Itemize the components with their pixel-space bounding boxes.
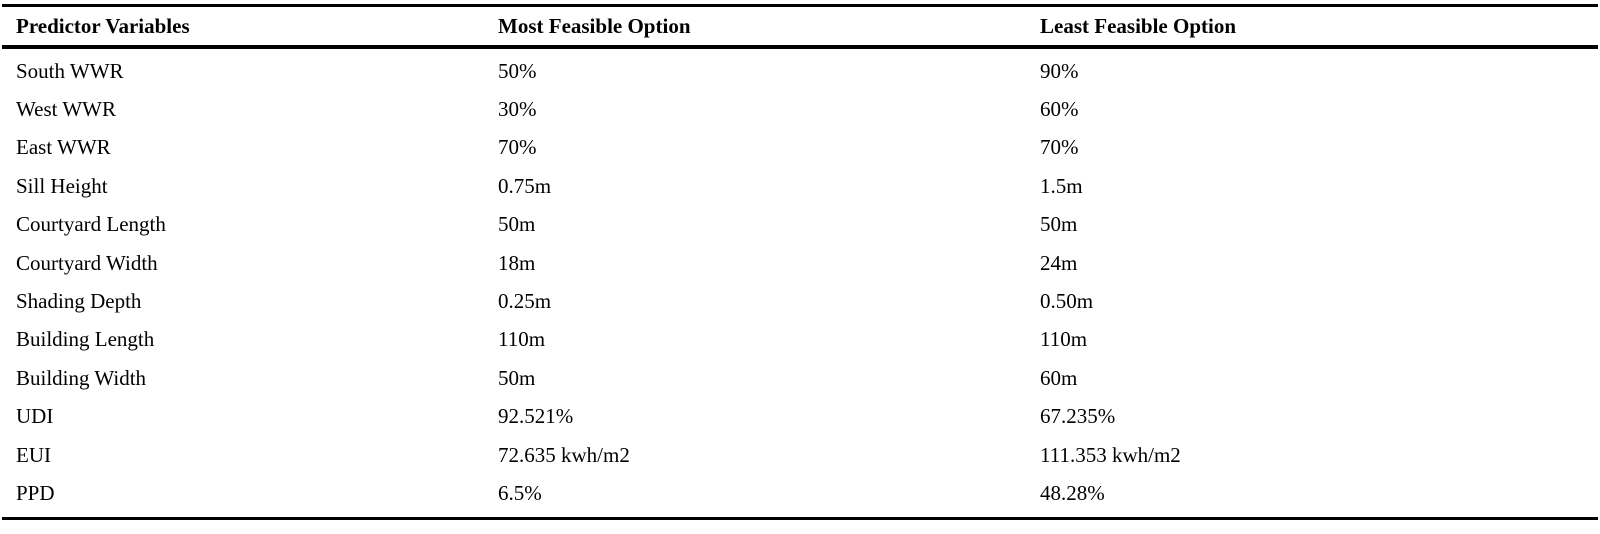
header-predictor-variables: Predictor Variables [16, 13, 190, 38]
table-row: South WWR 50% 90% [2, 52, 1598, 90]
cell-most-feasible: 0.75m [498, 173, 552, 198]
cell-most-feasible: 70% [498, 135, 537, 160]
cell-variable: Courtyard Width [16, 250, 158, 275]
cell-least-feasible: 24m [1040, 250, 1078, 275]
cell-least-feasible: 60% [1040, 97, 1079, 122]
header-rule [2, 45, 1598, 49]
cell-least-feasible: 111.353 kwh/m2 [1040, 442, 1181, 467]
cell-variable: West WWR [16, 97, 116, 122]
cell-most-feasible: 110m [498, 327, 546, 352]
cell-least-feasible: 0.50m [1040, 289, 1094, 314]
cell-least-feasible: 67.235% [1040, 404, 1116, 429]
table-row: Shading Depth 0.25m 0.50m [2, 282, 1598, 320]
table-body: South WWR 50% 90% West WWR 30% 60% East … [2, 49, 1598, 513]
cell-most-feasible: 50m [498, 212, 536, 237]
cell-least-feasible: 50m [1040, 212, 1078, 237]
cell-most-feasible: 18m [498, 250, 536, 275]
table-row: UDI 92.521% 67.235% [2, 398, 1598, 436]
cell-variable: PPD [16, 480, 55, 505]
cell-variable: East WWR [16, 135, 111, 160]
cell-least-feasible: 90% [1040, 58, 1079, 83]
cell-most-feasible: 50% [498, 58, 537, 83]
table-row: PPD 6.5% 48.28% [2, 474, 1598, 512]
cell-variable: Building Width [16, 365, 147, 390]
table-row: Courtyard Width 18m 24m [2, 244, 1598, 282]
header-row: Predictor Variables Most Feasible Option… [2, 7, 1598, 45]
table-row: EUI 72.635 kwh/m2 111.353 kwh/m2 [2, 436, 1598, 474]
cell-variable: EUI [16, 442, 51, 467]
bottom-rule [2, 516, 1598, 520]
cell-least-feasible: 60m [1040, 365, 1078, 390]
cell-least-feasible: 70% [1040, 135, 1079, 160]
cell-least-feasible: 110m [1040, 327, 1088, 352]
top-rule [2, 4, 1598, 7]
table-row: West WWR 30% 60% [2, 90, 1598, 128]
cell-variable: UDI [16, 404, 54, 429]
cell-most-feasible: 30% [498, 97, 537, 122]
cell-variable: South WWR [16, 58, 124, 83]
table-row: Sill Height 0.75m 1.5m [2, 167, 1598, 205]
data-table: Predictor Variables Most Feasible Option… [2, 4, 1598, 520]
cell-most-feasible: 0.25m [498, 289, 552, 314]
cell-most-feasible: 50m [498, 365, 536, 390]
header-most-feasible-option: Most Feasible Option [498, 13, 691, 38]
cell-variable: Sill Height [16, 173, 108, 198]
table-row: Building Length 110m 110m [2, 321, 1598, 359]
table-row: Building Width 50m 60m [2, 359, 1598, 397]
cell-variable: Courtyard Length [16, 212, 166, 237]
cell-least-feasible: 48.28% [1040, 480, 1105, 505]
cell-most-feasible: 6.5% [498, 480, 542, 505]
table-row: Courtyard Length 50m 50m [2, 206, 1598, 244]
cell-least-feasible: 1.5m [1040, 173, 1083, 198]
cell-variable: Building Length [16, 327, 155, 352]
table-row: East WWR 70% 70% [2, 129, 1598, 167]
cell-most-feasible: 72.635 kwh/m2 [498, 442, 630, 467]
cell-variable: Shading Depth [16, 289, 142, 314]
cell-most-feasible: 92.521% [498, 404, 574, 429]
header-least-feasible-option: Least Feasible Option [1040, 13, 1237, 38]
